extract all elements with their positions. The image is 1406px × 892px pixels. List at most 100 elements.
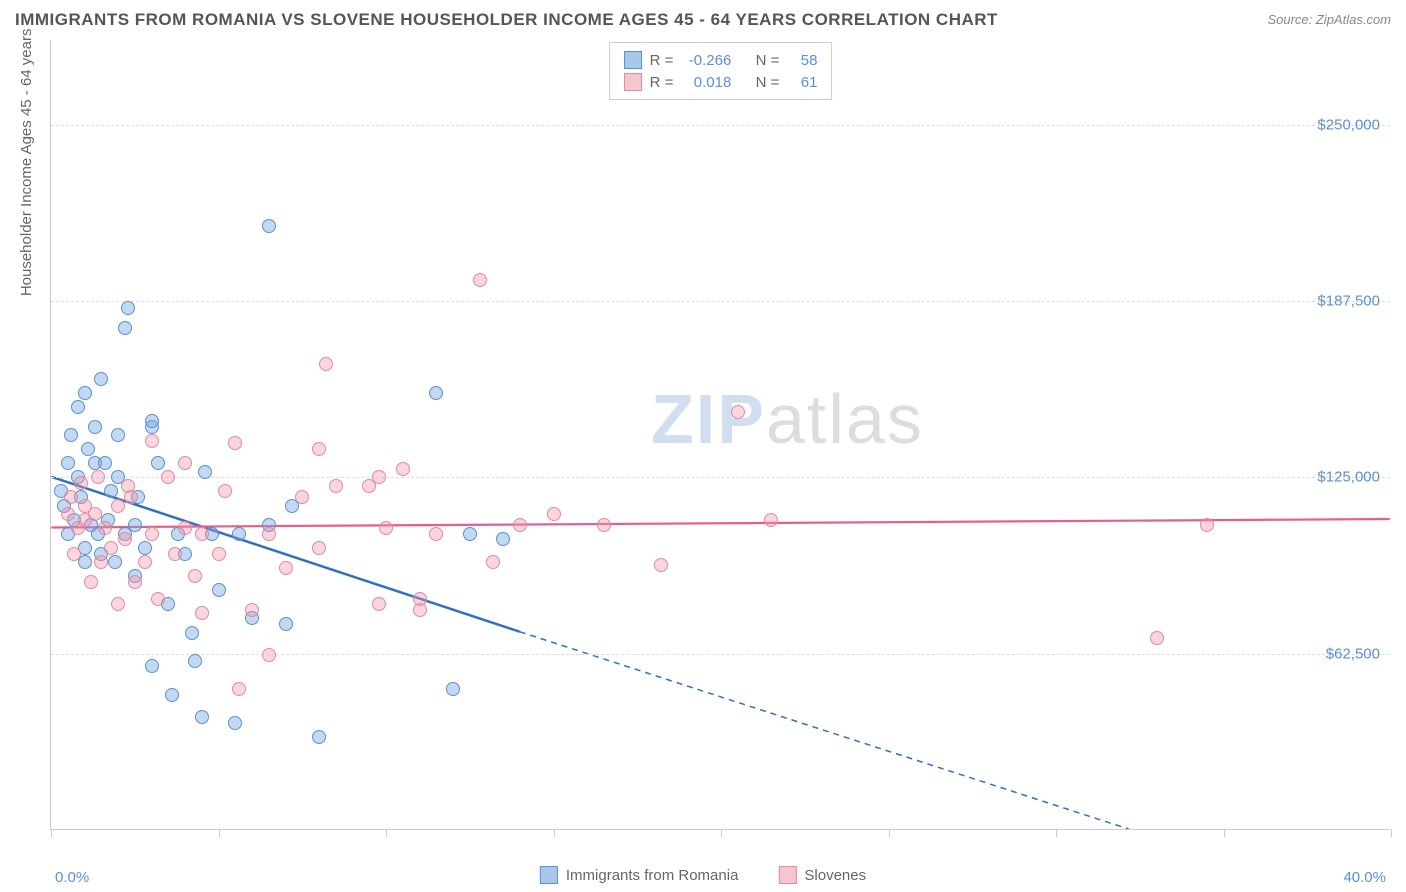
data-point <box>372 597 386 611</box>
watermark-atlas: atlas <box>766 380 924 458</box>
y-tick-label: $250,000 <box>1317 116 1380 133</box>
x-tick <box>721 829 722 837</box>
legend-swatch <box>540 866 558 884</box>
data-point <box>312 442 326 456</box>
data-point <box>279 617 293 631</box>
stats-row: R = 0.018 N = 61 <box>624 71 818 93</box>
source-attribution: Source: ZipAtlas.com <box>1267 12 1391 27</box>
r-label: R = <box>650 52 674 69</box>
r-value: -0.266 <box>681 52 731 69</box>
x-tick <box>1224 829 1225 837</box>
series-name: Immigrants from Romania <box>566 867 739 884</box>
x-tick <box>1056 829 1057 837</box>
data-point <box>145 434 159 448</box>
data-point <box>111 597 125 611</box>
r-label: R = <box>650 74 674 91</box>
data-point <box>228 436 242 450</box>
data-point <box>429 386 443 400</box>
data-point <box>94 372 108 386</box>
regression-line-solid <box>51 519 1389 527</box>
data-point <box>232 527 246 541</box>
data-point <box>108 555 122 569</box>
series-legend-item: Immigrants from Romania <box>540 866 739 884</box>
data-point <box>118 321 132 335</box>
data-point <box>145 659 159 673</box>
legend-swatch <box>778 866 796 884</box>
data-point <box>138 541 152 555</box>
data-point <box>473 273 487 287</box>
data-point <box>1150 631 1164 645</box>
data-point <box>429 527 443 541</box>
data-point <box>111 428 125 442</box>
data-point <box>312 730 326 744</box>
series-legend: Immigrants from Romania Slovenes <box>540 866 866 884</box>
data-point <box>124 490 138 504</box>
data-point <box>88 507 102 521</box>
watermark-zip: ZIP <box>651 380 766 458</box>
n-value: 58 <box>787 52 817 69</box>
data-point <box>212 547 226 561</box>
data-point <box>67 547 81 561</box>
data-point <box>168 547 182 561</box>
data-point <box>104 541 118 555</box>
data-point <box>195 527 209 541</box>
y-tick-label: $187,500 <box>1317 292 1380 309</box>
data-point <box>165 688 179 702</box>
plot-area: ZIPatlas R = -0.266 N = 58 R = 0.018 N = 61 $… <box>50 40 1390 830</box>
x-axis-min-label: 0.0% <box>55 869 89 886</box>
r-value: 0.018 <box>681 74 731 91</box>
data-point <box>94 555 108 569</box>
gridline <box>51 301 1390 302</box>
series-name: Slovenes <box>804 867 866 884</box>
data-point <box>463 527 477 541</box>
trend-lines-layer <box>51 40 1390 829</box>
data-point <box>312 541 326 555</box>
data-point <box>104 484 118 498</box>
data-point <box>121 301 135 315</box>
data-point <box>319 357 333 371</box>
x-tick <box>386 829 387 837</box>
x-tick <box>889 829 890 837</box>
data-point <box>396 462 410 476</box>
data-point <box>1200 518 1214 532</box>
y-tick-label: $62,500 <box>1326 645 1380 662</box>
data-point <box>128 518 142 532</box>
n-value: 61 <box>787 74 817 91</box>
data-point <box>446 682 460 696</box>
data-point <box>71 400 85 414</box>
stats-row: R =-0.266 N =58 <box>624 49 818 71</box>
data-point <box>151 592 165 606</box>
data-point <box>513 518 527 532</box>
data-point <box>218 484 232 498</box>
n-label: N = <box>756 74 780 91</box>
data-point <box>91 470 105 484</box>
x-tick <box>51 829 52 837</box>
y-axis-title: Householder Income Ages 45 - 64 years <box>18 29 35 297</box>
data-point <box>161 470 175 484</box>
data-point <box>212 583 226 597</box>
data-point <box>178 521 192 535</box>
data-point <box>138 555 152 569</box>
data-point <box>84 575 98 589</box>
data-point <box>145 527 159 541</box>
data-point <box>731 405 745 419</box>
data-point <box>262 527 276 541</box>
data-point <box>128 575 142 589</box>
data-point <box>64 490 78 504</box>
gridline <box>51 125 1390 126</box>
gridline <box>51 654 1390 655</box>
data-point <box>88 420 102 434</box>
data-point <box>188 654 202 668</box>
data-point <box>413 603 427 617</box>
data-point <box>64 428 78 442</box>
regression-line-dashed <box>520 632 1129 829</box>
data-point <box>98 456 112 470</box>
data-point <box>195 606 209 620</box>
legend-swatch <box>624 73 642 91</box>
data-point <box>145 414 159 428</box>
data-point <box>654 558 668 572</box>
data-point <box>486 555 500 569</box>
data-point <box>262 648 276 662</box>
data-point <box>232 682 246 696</box>
gridline <box>51 477 1390 478</box>
